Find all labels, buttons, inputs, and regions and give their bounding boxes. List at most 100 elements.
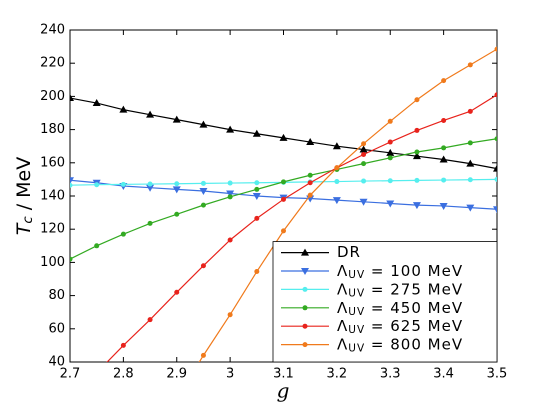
marker bbox=[361, 152, 367, 157]
marker bbox=[387, 178, 393, 184]
marker bbox=[147, 181, 153, 187]
marker bbox=[359, 145, 368, 153]
marker bbox=[386, 148, 395, 156]
marker bbox=[227, 237, 233, 243]
marker bbox=[200, 202, 206, 208]
marker bbox=[306, 138, 315, 146]
marker bbox=[120, 231, 126, 237]
marker bbox=[92, 99, 101, 107]
marker bbox=[359, 198, 368, 206]
marker bbox=[279, 133, 288, 141]
marker bbox=[441, 145, 447, 151]
marker bbox=[200, 263, 206, 269]
y-tick-label: 120 bbox=[40, 222, 65, 237]
marker bbox=[227, 194, 233, 200]
marker bbox=[466, 159, 475, 167]
marker bbox=[332, 142, 341, 150]
legend-label: DR bbox=[337, 243, 361, 261]
marker bbox=[301, 248, 309, 256]
plot-area bbox=[70, 46, 497, 401]
legend-label: ΛUV = 275 MeV bbox=[337, 280, 463, 300]
x-tick-label: 2.9 bbox=[166, 367, 187, 382]
x-tick-label: 3 bbox=[226, 367, 234, 382]
marker bbox=[414, 127, 420, 133]
y-axis-label: Tc / MeV bbox=[13, 157, 37, 235]
legend-label: ΛUV = 450 MeV bbox=[337, 298, 463, 318]
y-tick-label: 160 bbox=[40, 155, 65, 170]
x-axis-label: g bbox=[277, 379, 290, 403]
series-line bbox=[106, 94, 497, 362]
marker bbox=[494, 136, 497, 142]
marker bbox=[307, 180, 313, 186]
marker bbox=[467, 177, 473, 183]
marker bbox=[147, 317, 153, 323]
marker bbox=[94, 182, 100, 188]
legend-label: ΛUV = 100 MeV bbox=[337, 262, 463, 282]
marker bbox=[226, 125, 235, 133]
y-tick-label: 80 bbox=[48, 288, 65, 303]
marker bbox=[200, 352, 206, 358]
y-tick-label: 220 bbox=[40, 56, 65, 71]
marker bbox=[146, 110, 155, 118]
marker bbox=[387, 139, 393, 145]
marker bbox=[302, 323, 308, 329]
marker bbox=[466, 204, 475, 212]
marker bbox=[439, 202, 448, 210]
marker bbox=[493, 206, 497, 214]
y-tick-label: 60 bbox=[48, 321, 65, 336]
marker bbox=[334, 179, 340, 185]
marker bbox=[414, 149, 420, 155]
marker bbox=[467, 62, 473, 68]
x-tick-label: 3.2 bbox=[327, 367, 348, 382]
marker bbox=[227, 180, 233, 186]
marker bbox=[334, 165, 340, 171]
marker bbox=[494, 176, 497, 182]
marker bbox=[227, 312, 233, 318]
marker bbox=[120, 181, 126, 187]
marker bbox=[302, 342, 308, 348]
marker bbox=[412, 202, 421, 210]
marker bbox=[254, 215, 260, 221]
marker bbox=[467, 108, 473, 114]
marker bbox=[281, 196, 286, 202]
marker bbox=[387, 155, 393, 161]
x-tick-label: 3.4 bbox=[433, 367, 454, 382]
marker bbox=[493, 164, 497, 172]
legend-label: ΛUV = 625 MeV bbox=[337, 317, 463, 337]
y-tick-label: 40 bbox=[48, 355, 65, 370]
marker bbox=[332, 197, 341, 205]
marker bbox=[494, 46, 497, 52]
marker bbox=[412, 152, 421, 160]
marker bbox=[467, 140, 473, 146]
y-tick-label: 100 bbox=[40, 255, 65, 270]
marker bbox=[172, 115, 181, 123]
marker bbox=[252, 193, 261, 200]
series-line bbox=[70, 97, 497, 170]
marker bbox=[174, 396, 179, 401]
x-tick-label: 2.7 bbox=[60, 367, 81, 382]
marker bbox=[94, 370, 99, 375]
x-tick-label: 3.3 bbox=[380, 367, 401, 382]
marker bbox=[252, 129, 261, 137]
marker bbox=[361, 161, 367, 167]
marker bbox=[174, 289, 180, 295]
x-tick-label: 3.5 bbox=[487, 367, 508, 382]
legend-box bbox=[272, 241, 498, 363]
marker bbox=[226, 190, 235, 198]
marker bbox=[174, 211, 180, 217]
marker bbox=[281, 179, 286, 185]
y-tick-label: 200 bbox=[40, 89, 65, 104]
marker bbox=[414, 97, 420, 103]
marker bbox=[387, 118, 393, 124]
marker bbox=[70, 182, 73, 188]
marker bbox=[441, 177, 447, 183]
marker bbox=[70, 94, 74, 102]
x-tick-label: 3.1 bbox=[273, 367, 294, 382]
marker bbox=[361, 141, 367, 147]
marker bbox=[199, 188, 208, 196]
marker bbox=[146, 184, 155, 192]
marker bbox=[70, 256, 73, 262]
marker bbox=[200, 180, 206, 186]
marker bbox=[281, 228, 286, 234]
